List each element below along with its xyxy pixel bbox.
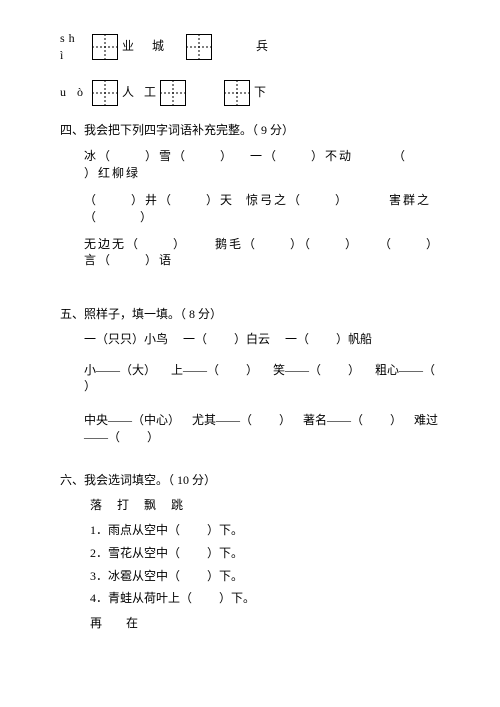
idiom[interactable]: 惊弓之（ ） bbox=[246, 193, 349, 207]
fill-item[interactable]: 著名——（ ） bbox=[303, 413, 402, 427]
idiom[interactable]: 冰（ ）雪（ ） bbox=[84, 149, 234, 163]
fill-item[interactable]: 尤其——（ ） bbox=[192, 413, 291, 427]
fill-item[interactable]: 一（ ）白云 bbox=[183, 332, 270, 346]
char-box[interactable] bbox=[224, 80, 250, 106]
section-4-title: 四、我会把下列四字词语补充完整。（ 9 分） bbox=[60, 122, 440, 139]
idiom[interactable]: 鹅毛（ ）（ ） bbox=[215, 237, 359, 251]
idiom[interactable]: （ ）井（ ）天 bbox=[84, 193, 234, 207]
fill-item[interactable]: 上——（ ） bbox=[171, 363, 258, 377]
char-box[interactable] bbox=[186, 34, 212, 60]
pinyin-row-1: sh ì 业 城 兵 bbox=[60, 30, 440, 64]
idiom[interactable]: 一（ ）不动 bbox=[250, 149, 353, 163]
fill-item[interactable]: 一（ ）帆船 bbox=[285, 332, 372, 346]
char-box[interactable] bbox=[92, 34, 118, 60]
word-choices: 再 在 bbox=[90, 615, 440, 632]
sentence-item[interactable]: 1．雨点从空中（ ）下。 bbox=[90, 522, 440, 539]
section-6-title: 六、我会选词填空。（ 10 分） bbox=[60, 472, 440, 489]
sentence-item[interactable]: 3．冰雹从空中（ ）下。 bbox=[90, 568, 440, 585]
suffix-char: 下 bbox=[254, 84, 266, 101]
section-5-title: 五、照样子，填一填。（ 8 分） bbox=[60, 306, 440, 323]
fill-line: 小——（大） 上——（ ） 笑——（ ） 粗心——（ ） bbox=[84, 362, 440, 396]
suffix-char: 业 bbox=[122, 38, 134, 55]
sentence-item[interactable]: 4．青蛙从荷叶上（ ）下。 bbox=[90, 590, 440, 607]
example: 中央——（中心） bbox=[84, 413, 180, 427]
fill-line: （ ）井（ ）天 惊弓之（ ） 害群之（ ） bbox=[84, 192, 440, 226]
idiom[interactable]: 无边无（ ） bbox=[84, 237, 187, 251]
suffix-char: 城 bbox=[152, 38, 164, 55]
suffix-char: 兵 bbox=[256, 38, 268, 55]
char-box[interactable] bbox=[92, 80, 118, 106]
sentence-item[interactable]: 2．雪花从空中（ ）下。 bbox=[90, 545, 440, 562]
fill-line: 中央——（中心） 尤其——（ ） 著名——（ ） 难过——（ ） bbox=[84, 412, 440, 446]
suffix-char: 工 bbox=[144, 84, 156, 101]
example: 一（只只）小鸟 bbox=[84, 332, 168, 346]
suffix-char: 人 bbox=[122, 84, 134, 101]
pinyin-label: sh ì bbox=[60, 30, 88, 64]
fill-line: 冰（ ）雪（ ） 一（ ）不动 （ ）红柳绿 bbox=[84, 148, 440, 182]
char-box[interactable] bbox=[160, 80, 186, 106]
word-choices: 落 打 飘 跳 bbox=[90, 497, 440, 514]
fill-line: 无边无（ ） 鹅毛（ ）（ ） （ ）言（ ）语 bbox=[84, 236, 440, 270]
example: 小——（大） bbox=[84, 363, 156, 377]
pinyin-row-2: u ò 人 工 下 bbox=[60, 80, 440, 106]
fill-item[interactable]: 笑——（ ） bbox=[273, 363, 360, 377]
fill-line: 一（只只）小鸟 一（ ）白云 一（ ）帆船 bbox=[84, 331, 440, 348]
pinyin-label: u ò bbox=[60, 84, 88, 101]
